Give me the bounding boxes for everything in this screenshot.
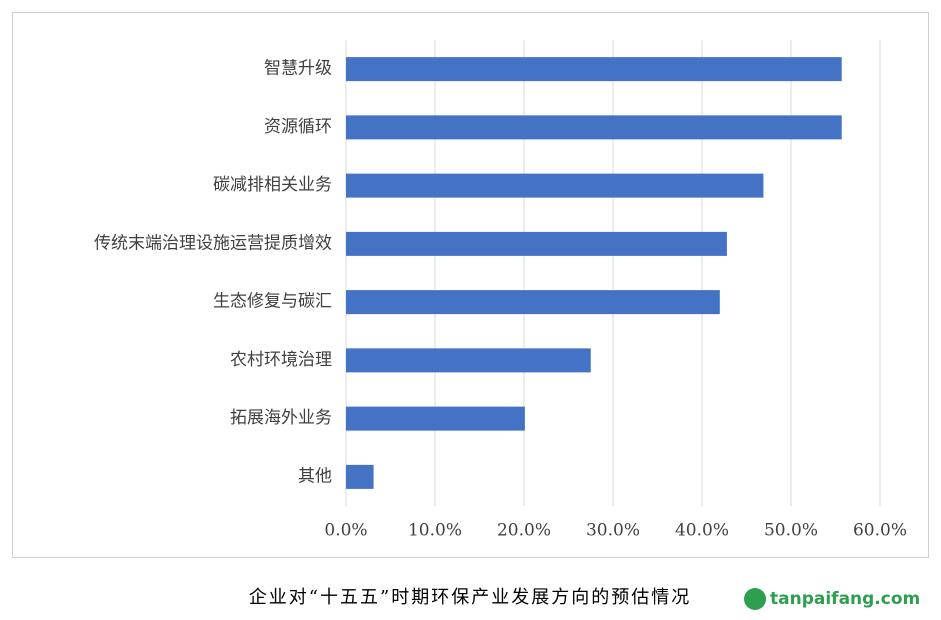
x-tick-label: 50.0%: [764, 521, 818, 541]
x-tick-label: 40.0%: [675, 521, 729, 541]
bar: [346, 290, 720, 315]
y-tick-label: 智慧升级: [264, 59, 332, 79]
plot-area: 0.0% 10.0% 20.0% 30.0% 40.0% 50.0% 60.0% 智慧升级资源…: [94, 40, 907, 541]
x-tick-label: 30.0%: [586, 521, 640, 541]
y-tick-label: 生态修复与碳汇: [213, 292, 332, 312]
x-tick-label: 60.0%: [853, 521, 907, 541]
y-tick-label: 资源循环: [264, 117, 332, 137]
bar: [346, 231, 727, 256]
bar: [346, 406, 525, 431]
logo: [744, 588, 766, 610]
bar: [346, 57, 842, 82]
caption: 企业对“十五五”时期环保产业发展方向的预估情况: [249, 587, 691, 608]
x-tick-label: 10.0%: [408, 521, 462, 541]
bar: [346, 173, 764, 198]
chart-frame: [12, 12, 929, 558]
y-tick-label: 传统末端治理设施运营提质增效: [94, 233, 332, 253]
bar: [346, 115, 842, 140]
x-tick-label: 0.0%: [324, 521, 367, 541]
y-tick-label: 拓展海外业务: [230, 408, 332, 428]
watermark: tanpaifang.com: [770, 589, 920, 609]
y-tick-label: 碳减排相关业务: [213, 175, 332, 195]
y-tick-label: 农村环境治理: [230, 350, 332, 370]
y-tick-label: 其他: [298, 466, 332, 486]
bar: [346, 464, 374, 489]
x-tick-label: 20.0%: [497, 521, 551, 541]
bar: [346, 348, 591, 373]
